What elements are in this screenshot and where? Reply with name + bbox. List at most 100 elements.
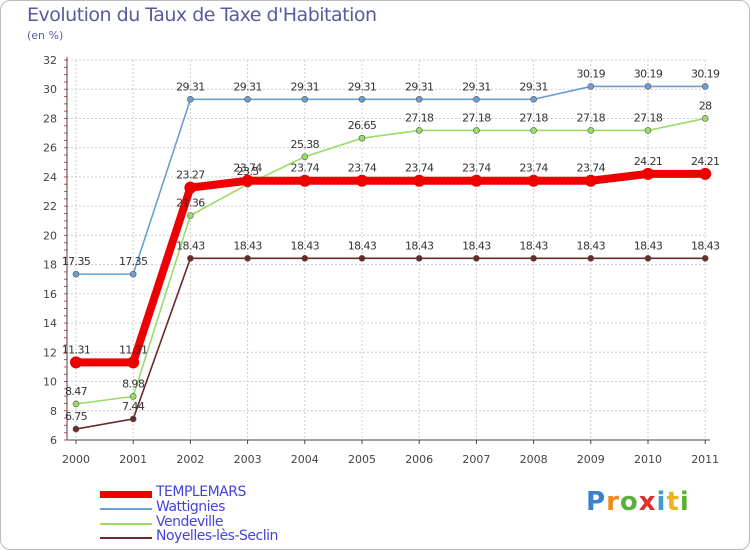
data-label: 23.74	[291, 162, 320, 175]
series-line-wattignies	[75, 85, 707, 275]
logo-letter: t	[666, 487, 680, 517]
data-point	[415, 255, 423, 262]
data-point	[72, 400, 80, 408]
logo-letter: P	[586, 487, 607, 517]
data-point	[301, 153, 309, 161]
x-tick-label: 2010	[634, 453, 662, 466]
legend-item-wattignies[interactable]: Wattignies	[100, 499, 400, 516]
data-label: 23.74	[405, 162, 434, 175]
data-point	[587, 83, 595, 90]
data-point	[473, 96, 480, 103]
y-tick-label: 28	[43, 112, 57, 125]
data-label: 18.43	[634, 239, 663, 252]
chart-title: Evolution du Taux de Taxe d'Habitation	[27, 4, 377, 26]
data-label: 24.21	[634, 155, 663, 168]
data-point	[72, 425, 80, 433]
data-label: 23.5	[237, 165, 260, 178]
y-tick-label: 12	[43, 346, 57, 359]
data-point	[530, 255, 537, 262]
data-label: 29.31	[348, 80, 377, 93]
data-label: 18.43	[348, 239, 377, 252]
data-label: 29.31	[233, 80, 262, 93]
data-label: 30.19	[634, 67, 663, 80]
legend-swatch	[100, 537, 152, 539]
logo-letter: o	[619, 487, 639, 517]
y-tick-label: 10	[43, 376, 57, 389]
data-point	[587, 127, 595, 134]
data-point	[72, 270, 80, 278]
y-tick-label: 24	[43, 171, 57, 184]
data-label: 18.43	[462, 239, 491, 252]
legend-swatch	[100, 508, 152, 510]
data-point	[415, 127, 423, 134]
data-point	[701, 255, 709, 262]
data-label: 6.75	[65, 410, 88, 423]
data-point	[587, 255, 595, 262]
data-label: 28	[699, 99, 712, 112]
x-tick-label: 2008	[520, 453, 548, 466]
data-point	[644, 83, 652, 90]
data-point	[473, 127, 480, 134]
x-tick-label: 2006	[405, 453, 433, 466]
y-tick-label: 6	[50, 434, 57, 447]
y-tick-label: 16	[43, 288, 57, 301]
legend-item-noyelles[interactable]: Noyelles-lès-Seclin	[100, 528, 400, 545]
data-point	[699, 167, 712, 180]
legend-item-vendeville[interactable]: Vendeville	[100, 514, 400, 531]
data-point	[184, 181, 197, 194]
legend-label: Wattignies	[156, 499, 225, 515]
x-tick-label: 2000	[62, 453, 90, 466]
data-label: 25.38	[291, 138, 320, 151]
data-point	[530, 96, 537, 103]
series-line-templemars	[72, 169, 710, 367]
data-point	[530, 127, 537, 134]
x-tick-label: 2003	[234, 453, 262, 466]
data-point	[301, 255, 309, 262]
data-label: 8.98	[122, 377, 145, 390]
x-tick-label: 2001	[119, 453, 147, 466]
data-point	[298, 174, 311, 187]
y-tick-label: 20	[43, 229, 57, 242]
x-tick-label: 2004	[291, 453, 319, 466]
data-point	[187, 96, 194, 103]
data-label: 29.31	[405, 80, 434, 93]
data-point	[129, 393, 137, 400]
data-point	[642, 167, 654, 180]
data-point	[129, 270, 137, 278]
series-line-noyelles-l-s-seclin	[75, 257, 707, 430]
data-point	[129, 415, 137, 423]
data-point	[415, 96, 423, 103]
data-point	[127, 356, 140, 369]
logo-letter: i	[656, 487, 667, 517]
data-label: 18.43	[405, 239, 434, 252]
data-label: 11.31	[119, 343, 148, 356]
data-point	[413, 174, 426, 187]
data-label: 30.19	[691, 67, 720, 80]
data-label: 11.31	[62, 343, 91, 356]
data-point	[187, 255, 194, 262]
data-label: 18.43	[577, 239, 606, 252]
data-point	[527, 174, 540, 187]
data-point	[70, 356, 82, 369]
legend-item-templemars[interactable]: TEMPLEMARS	[100, 484, 400, 501]
series-line-vendeville	[75, 117, 707, 405]
data-label: 17.35	[62, 255, 91, 268]
legend-swatch	[100, 523, 152, 525]
data-label: 29.31	[176, 80, 205, 93]
data-point	[356, 174, 368, 187]
data-label: 23.74	[348, 162, 377, 175]
data-label: 27.18	[634, 111, 663, 124]
y-tick-label: 26	[43, 142, 57, 155]
data-point	[701, 83, 709, 90]
data-label: 18.43	[176, 239, 205, 252]
data-label: 27.18	[462, 111, 491, 124]
logo-letter: r	[606, 487, 620, 517]
x-tick-label: 2011	[691, 453, 719, 466]
legend-label: Vendeville	[156, 514, 224, 530]
data-point	[644, 255, 652, 262]
data-point	[358, 134, 366, 142]
data-label: 29.31	[462, 80, 491, 93]
data-label: 23.74	[462, 162, 491, 175]
data-point	[358, 255, 366, 262]
data-label: 27.18	[577, 111, 606, 124]
